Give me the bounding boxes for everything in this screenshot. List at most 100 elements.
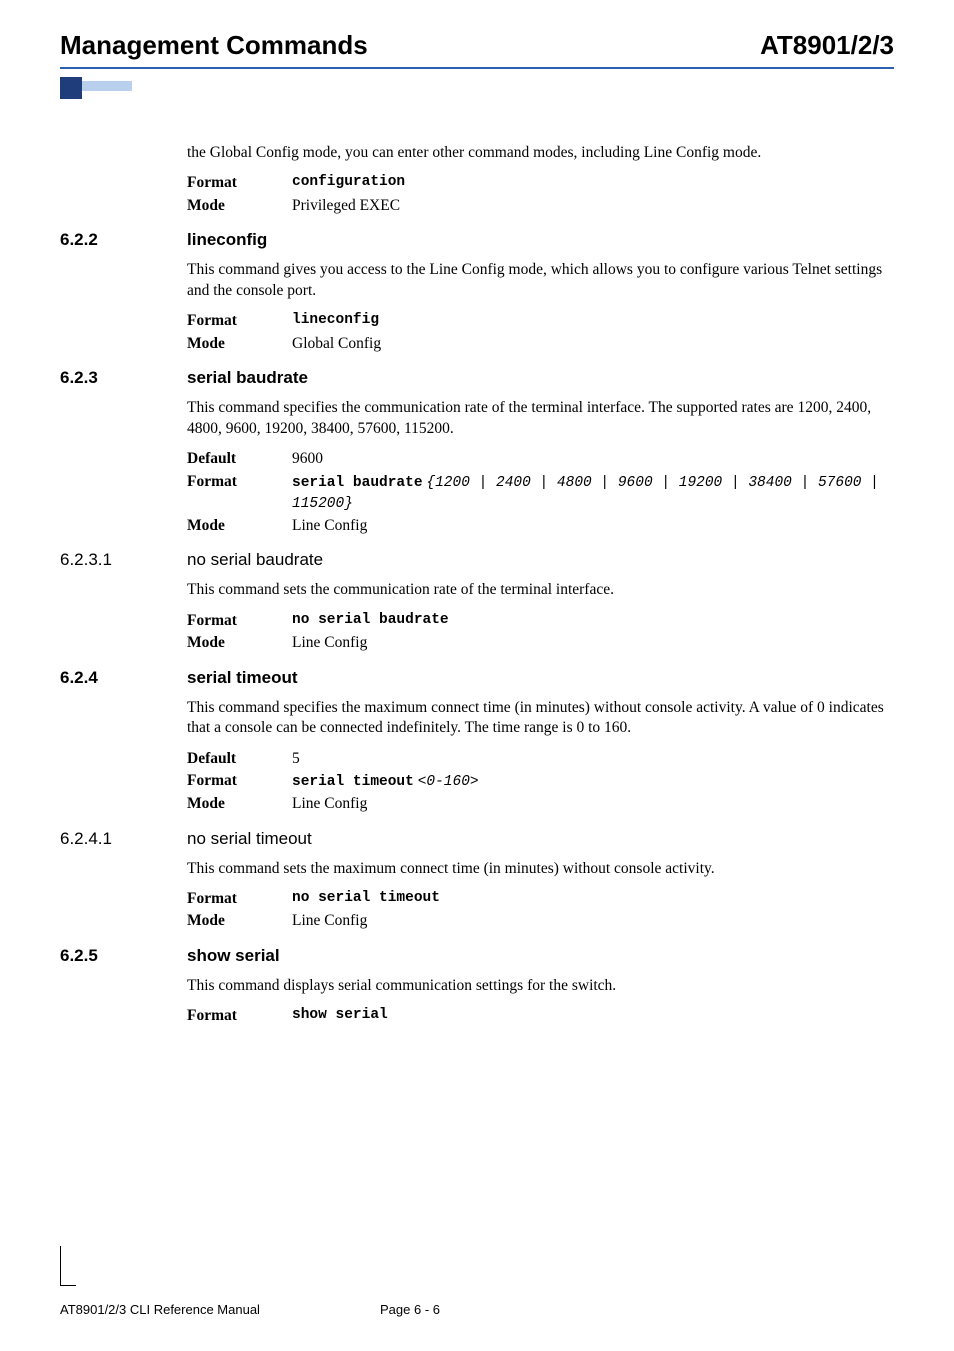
default-value: 5 — [292, 749, 894, 769]
cmd-row: Mode Line Config — [187, 794, 894, 814]
cmd-table: Format no serial timeout Mode Line Confi… — [187, 889, 894, 932]
section-6-2-2: 6.2.2 lineconfig — [60, 230, 894, 250]
header-right: AT8901/2/3 — [760, 30, 894, 61]
subsection-6-2-3-1: 6.2.3.1 no serial baudrate — [60, 550, 894, 570]
cmd-row: Mode Line Config — [187, 911, 894, 931]
format-value: no serial baudrate — [292, 611, 894, 631]
section-title: lineconfig — [187, 230, 267, 250]
footer-page-number: Page 6 - 6 — [380, 1302, 894, 1317]
format-label: Format — [187, 889, 292, 909]
page-footer: AT8901/2/3 CLI Reference Manual Page 6 -… — [60, 1302, 894, 1317]
section-number: 6.2.4 — [60, 668, 187, 688]
section-6-2-4-body: This command specifies the maximum conne… — [187, 698, 894, 815]
format-value: show serial — [292, 1006, 894, 1026]
cmd-row: Format configuration — [187, 173, 894, 193]
subsection-6-2-3-1-body: This command sets the communication rate… — [187, 580, 894, 653]
format-value: serial baudrate {1200 | 2400 | 4800 | 96… — [292, 472, 894, 514]
cmd-row: Format no serial timeout — [187, 889, 894, 909]
corner-vertical — [60, 1246, 61, 1286]
cmd-table: Format show serial — [187, 1006, 894, 1026]
cmd-row: Format no serial baudrate — [187, 611, 894, 631]
mode-label: Mode — [187, 633, 292, 653]
default-label: Default — [187, 449, 292, 469]
format-label: Format — [187, 472, 292, 514]
intro-block: the Global Config mode, you can enter ot… — [187, 143, 894, 216]
cmd-row: Format serial baudrate {1200 | 2400 | 48… — [187, 472, 894, 514]
format-italic: <0-160> — [418, 774, 479, 790]
format-value: no serial timeout — [292, 889, 894, 909]
cmd-row: Mode Global Config — [187, 334, 894, 354]
section-6-2-4: 6.2.4 serial timeout — [60, 668, 894, 688]
default-label: Default — [187, 749, 292, 769]
mode-label: Mode — [187, 794, 292, 814]
subsection-number: 6.2.4.1 — [60, 829, 187, 849]
page: Management Commands AT8901/2/3 the Globa… — [0, 0, 954, 1351]
section-6-2-5-body: This command displays serial communicati… — [187, 976, 894, 1027]
mode-value: Line Config — [292, 794, 894, 814]
format-label: Format — [187, 611, 292, 631]
subsection-6-2-4-1: 6.2.4.1 no serial timeout — [60, 829, 894, 849]
logo-square — [60, 77, 82, 99]
cmd-row: Mode Line Config — [187, 516, 894, 536]
cmd-row: Format lineconfig — [187, 311, 894, 331]
mode-label: Mode — [187, 334, 292, 354]
subsection-6-2-4-1-body: This command sets the maximum connect ti… — [187, 859, 894, 932]
mode-label: Mode — [187, 516, 292, 536]
subsection-number: 6.2.3.1 — [60, 550, 187, 570]
format-label: Format — [187, 173, 292, 193]
format-value: lineconfig — [292, 311, 894, 331]
paragraph: This command gives you access to the Lin… — [187, 260, 894, 301]
header-left: Management Commands — [60, 30, 368, 61]
intro-cmd-table: Format configuration Mode Privileged EXE… — [187, 173, 894, 216]
section-title: serial baudrate — [187, 368, 308, 388]
footer-left: AT8901/2/3 CLI Reference Manual — [60, 1302, 380, 1317]
paragraph: This command displays serial communicati… — [187, 976, 894, 996]
subsection-title: no serial baudrate — [187, 550, 323, 570]
format-value: serial timeout <0-160> — [292, 771, 894, 792]
logo-bar — [82, 81, 132, 91]
section-6-2-3: 6.2.3 serial baudrate — [60, 368, 894, 388]
format-label: Format — [187, 1006, 292, 1026]
section-6-2-3-body: This command specifies the communication… — [187, 398, 894, 536]
paragraph: This command specifies the maximum conne… — [187, 698, 894, 739]
mode-value: Line Config — [292, 911, 894, 931]
paragraph: This command sets the communication rate… — [187, 580, 894, 600]
mode-value: Line Config — [292, 516, 894, 536]
mode-label: Mode — [187, 196, 292, 216]
default-value: 9600 — [292, 449, 894, 469]
section-6-2-5: 6.2.5 show serial — [60, 946, 894, 966]
section-title: show serial — [187, 946, 280, 966]
mode-value: Privileged EXEC — [292, 196, 894, 216]
format-value: configuration — [292, 173, 894, 193]
cmd-table: Default 5 Format serial timeout <0-160> … — [187, 749, 894, 815]
format-label: Format — [187, 311, 292, 331]
format-bold: serial timeout — [292, 774, 414, 790]
cmd-row: Format show serial — [187, 1006, 894, 1026]
section-title: serial timeout — [187, 668, 298, 688]
logo — [60, 77, 140, 115]
paragraph: This command specifies the communication… — [187, 398, 894, 439]
footer-corner-mark — [60, 1246, 76, 1286]
format-bold: serial baudrate — [292, 475, 423, 491]
mode-label: Mode — [187, 911, 292, 931]
section-number: 6.2.5 — [60, 946, 187, 966]
section-number: 6.2.2 — [60, 230, 187, 250]
section-6-2-2-body: This command gives you access to the Lin… — [187, 260, 894, 354]
cmd-table: Default 9600 Format serial baudrate {120… — [187, 449, 894, 536]
paragraph: This command sets the maximum connect ti… — [187, 859, 894, 879]
page-header: Management Commands AT8901/2/3 — [60, 30, 894, 61]
format-label: Format — [187, 771, 292, 792]
cmd-table: Format lineconfig Mode Global Config — [187, 311, 894, 354]
cmd-row: Mode Privileged EXEC — [187, 196, 894, 216]
intro-paragraph: the Global Config mode, you can enter ot… — [187, 143, 894, 163]
cmd-row: Default 5 — [187, 749, 894, 769]
section-number: 6.2.3 — [60, 368, 187, 388]
subsection-title: no serial timeout — [187, 829, 312, 849]
cmd-row: Mode Line Config — [187, 633, 894, 653]
corner-horizontal — [60, 1285, 76, 1286]
mode-value: Global Config — [292, 334, 894, 354]
cmd-row: Format serial timeout <0-160> — [187, 771, 894, 792]
mode-value: Line Config — [292, 633, 894, 653]
cmd-table: Format no serial baudrate Mode Line Conf… — [187, 611, 894, 654]
header-rule — [60, 67, 894, 69]
